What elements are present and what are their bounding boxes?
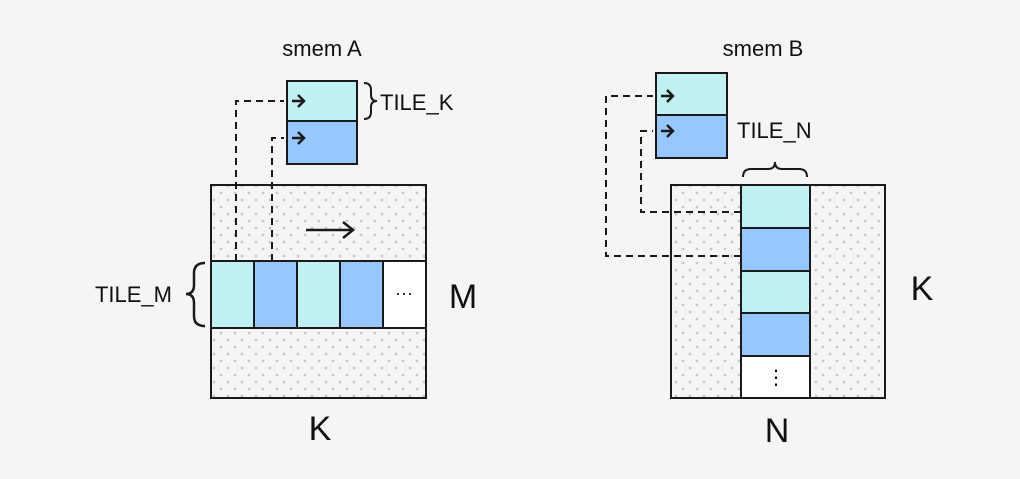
arrow-right-icon	[292, 131, 306, 145]
dashed-link-a-2	[271, 137, 284, 261]
smem-a-title: smem A	[282, 36, 362, 61]
curly-brace-icon	[363, 82, 378, 120]
tile-a-ellipsis: ···	[395, 283, 413, 303]
tile-m-label: TILE_M	[95, 282, 172, 307]
smem-b-title: smem B	[723, 36, 804, 61]
arrow-right-icon	[661, 124, 675, 138]
dashed-link-b-2	[640, 130, 741, 213]
curly-brace-icon	[742, 161, 808, 178]
dashed-link-b-1	[605, 95, 741, 257]
tile-a-4	[339, 260, 384, 329]
tile-a-rest	[382, 260, 427, 329]
tile-a-2	[253, 260, 298, 329]
arrow-right-icon	[292, 94, 306, 108]
smem-b-slot-2	[655, 114, 728, 159]
tile-n-label: TILE_N	[737, 118, 812, 143]
tile-b-4	[740, 312, 811, 357]
dim-k-label-b: K	[911, 270, 934, 308]
tile-b-rest	[740, 355, 811, 399]
dashed-link-a-1	[235, 100, 284, 261]
tile-b-3	[740, 270, 811, 314]
tile-b-1	[740, 184, 811, 229]
smem-a-section: smem A TILE_K ··· TILE_M M K	[95, 36, 477, 448]
dim-n-label: N	[765, 412, 790, 450]
tile-k-label: TILE_K	[380, 90, 454, 115]
tile-b-ellipsis: ⋮	[766, 367, 786, 389]
smem-b-slot-1	[655, 72, 728, 116]
dim-k-label-a: K	[309, 410, 332, 448]
curly-brace-icon	[185, 261, 206, 328]
smem-a-slot-2	[286, 120, 358, 165]
tile-b-2	[740, 227, 811, 272]
arrow-right-icon	[661, 89, 675, 103]
arrow-right-icon	[306, 221, 356, 239]
tile-a-1	[210, 260, 255, 329]
tile-a-3	[296, 260, 341, 329]
dim-m-label: M	[449, 278, 477, 316]
smem-b-section: smem B TILE_N ⋮ K N	[605, 36, 934, 450]
